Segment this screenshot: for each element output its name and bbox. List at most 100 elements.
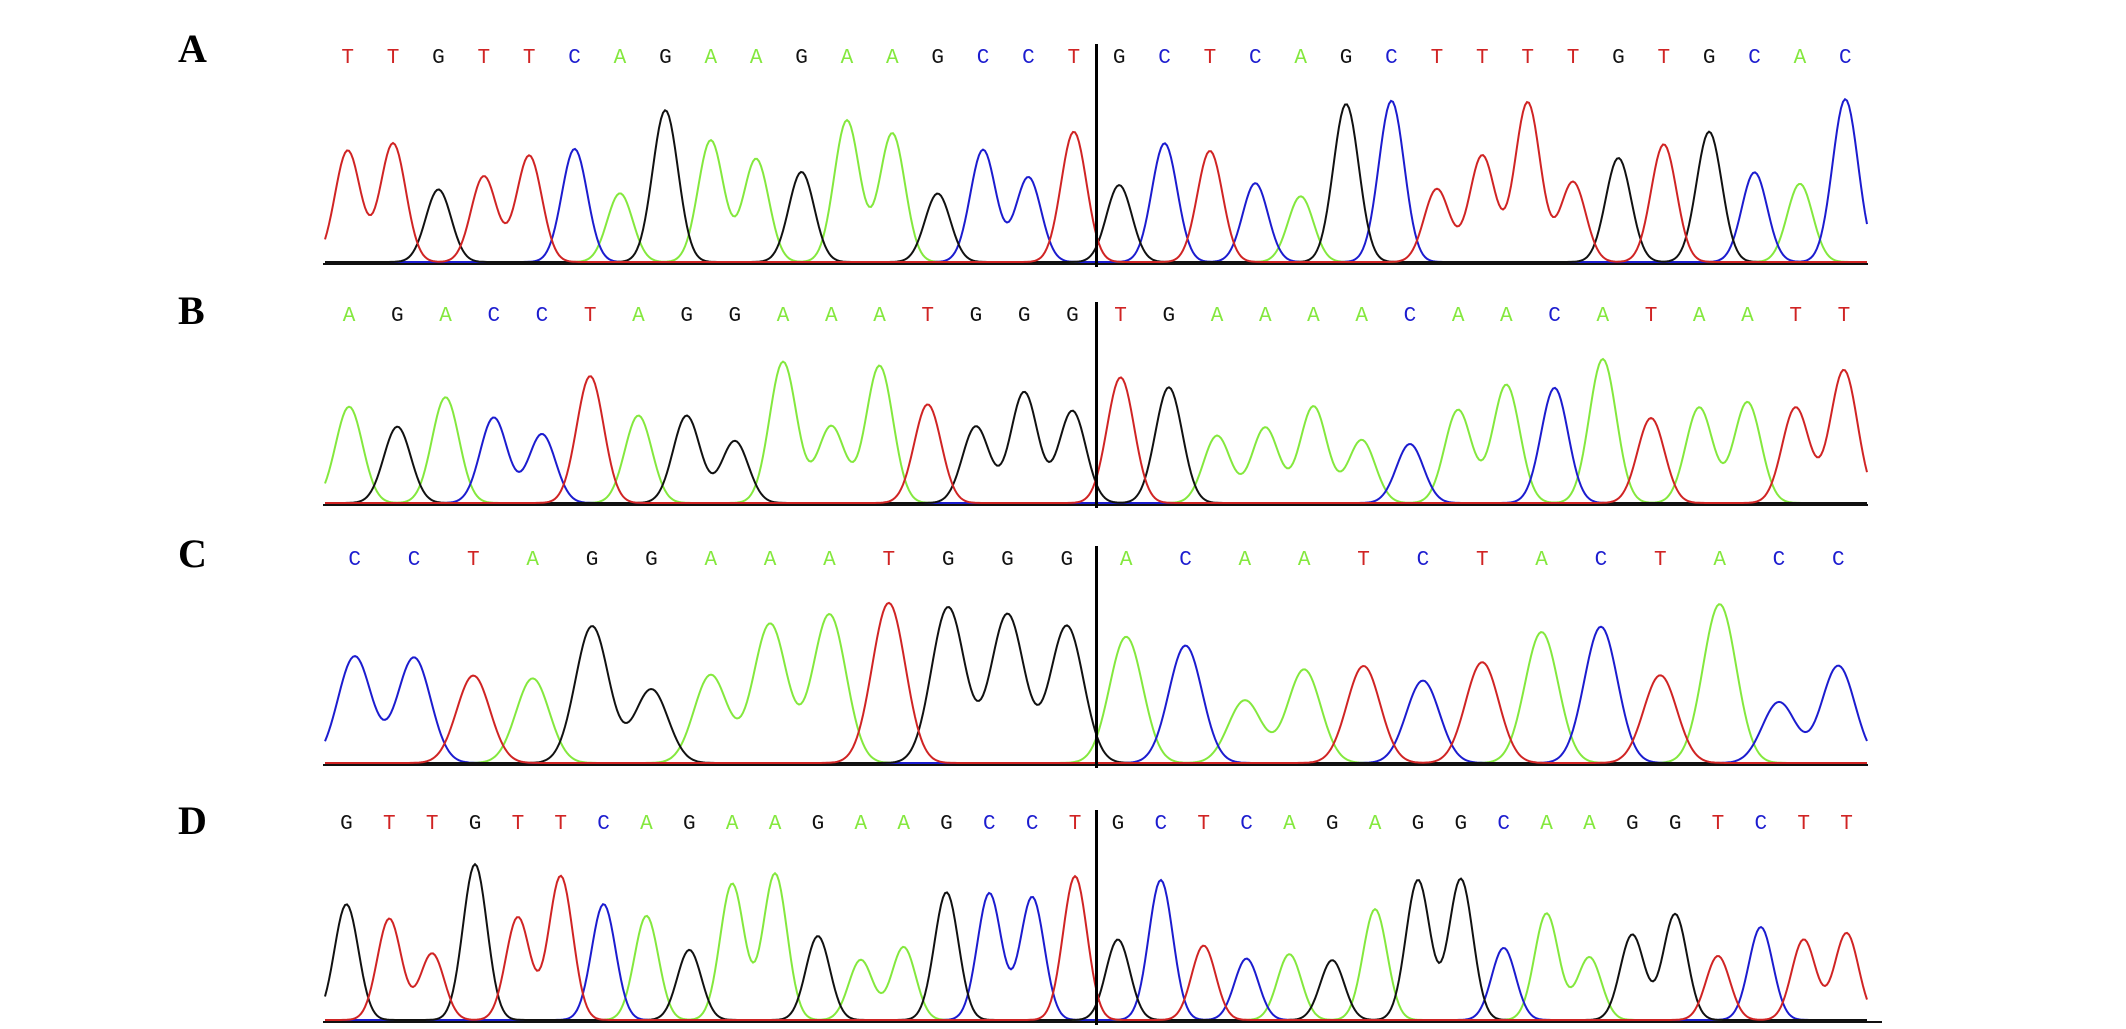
base-call: T (1521, 47, 1534, 70)
base-call: G (1612, 47, 1625, 70)
base-call: C (1748, 47, 1761, 70)
base-call: C (1548, 305, 1561, 328)
base-call: A (1298, 549, 1311, 572)
base-call: G (940, 813, 953, 836)
base-call: G (1061, 549, 1074, 572)
base-call: T (467, 549, 480, 572)
base-call: C (1497, 813, 1510, 836)
base-call: A (1283, 813, 1296, 836)
base-call: A (1369, 813, 1382, 836)
panel-label: A (178, 26, 207, 71)
base-call: A (439, 305, 452, 328)
base-call: T (387, 47, 400, 70)
base-call: C (487, 305, 500, 328)
base-call: C (1249, 47, 1262, 70)
base-call: T (554, 813, 567, 836)
base-call: A (777, 305, 790, 328)
base-call: A (769, 813, 782, 836)
base-call: C (977, 47, 990, 70)
base-call: A (1794, 47, 1807, 70)
base-call: A (1211, 305, 1224, 328)
base-call: A (343, 305, 356, 328)
base-call: T (341, 47, 354, 70)
base-call: C (1179, 549, 1192, 572)
base-call: G (680, 305, 693, 328)
base-call: G (1455, 813, 1468, 836)
base-call: A (632, 305, 645, 328)
base-call: T (1431, 47, 1444, 70)
base-call: G (1326, 813, 1339, 836)
base-call: G (1703, 47, 1716, 70)
base-call: T (1654, 549, 1667, 572)
base-call: A (764, 549, 777, 572)
panel-label: C (178, 531, 207, 576)
base-call: T (1068, 47, 1081, 70)
base-call: A (1535, 549, 1548, 572)
base-call: A (1540, 813, 1553, 836)
base-call: A (1713, 549, 1726, 572)
base-call: C (408, 549, 421, 572)
base-call: G (683, 813, 696, 836)
base-call: A (704, 549, 717, 572)
base-call: T (1657, 47, 1670, 70)
base-call: T (921, 305, 934, 328)
base-call: A (1596, 305, 1609, 328)
base-call: C (348, 549, 361, 572)
base-call: G (391, 305, 404, 328)
base-call: A (750, 47, 763, 70)
base-call: A (1259, 305, 1272, 328)
base-call: A (1239, 549, 1252, 572)
base-call: T (1789, 305, 1802, 328)
base-call: G (1340, 47, 1353, 70)
base-call: A (526, 549, 539, 572)
panel-label: B (178, 288, 205, 333)
base-call: A (1583, 813, 1596, 836)
base-call: C (1154, 813, 1167, 836)
base-call: C (1839, 47, 1852, 70)
base-call: C (568, 47, 581, 70)
base-call: T (584, 305, 597, 328)
base-call: T (1357, 549, 1370, 572)
base-call: A (704, 47, 717, 70)
base-call: T (1069, 813, 1082, 836)
base-call: T (426, 813, 439, 836)
base-call: A (897, 813, 910, 836)
base-call: G (1113, 47, 1126, 70)
base-call: C (1240, 813, 1253, 836)
base-call: A (841, 47, 854, 70)
base-call: T (1197, 813, 1210, 836)
base-call: A (1307, 305, 1320, 328)
base-call: A (1355, 305, 1368, 328)
base-call: T (882, 549, 895, 572)
base-call: A (1294, 47, 1307, 70)
base-call: G (970, 305, 983, 328)
base-call: T (478, 47, 491, 70)
base-call: C (983, 813, 996, 836)
base-call: T (512, 813, 525, 836)
base-call: A (873, 305, 886, 328)
base-call: A (1500, 305, 1513, 328)
panel-label: D (178, 798, 207, 843)
base-call: A (1741, 305, 1754, 328)
base-call: C (1026, 813, 1039, 836)
base-call: C (1755, 813, 1768, 836)
base-call: G (1018, 305, 1031, 328)
base-call: A (614, 47, 627, 70)
base-call: G (931, 47, 944, 70)
base-call: G (1669, 813, 1682, 836)
base-call: T (1838, 305, 1851, 328)
base-call: C (597, 813, 610, 836)
base-call: A (1120, 549, 1133, 572)
base-call: A (854, 813, 867, 836)
base-call: C (536, 305, 549, 328)
base-call: G (1001, 549, 1014, 572)
base-call: C (1404, 305, 1417, 328)
base-call: A (825, 305, 838, 328)
base-call: T (1567, 47, 1580, 70)
base-call: A (640, 813, 653, 836)
base-call: T (523, 47, 536, 70)
base-call: G (340, 813, 353, 836)
base-call: A (1693, 305, 1706, 328)
base-call: G (586, 549, 599, 572)
